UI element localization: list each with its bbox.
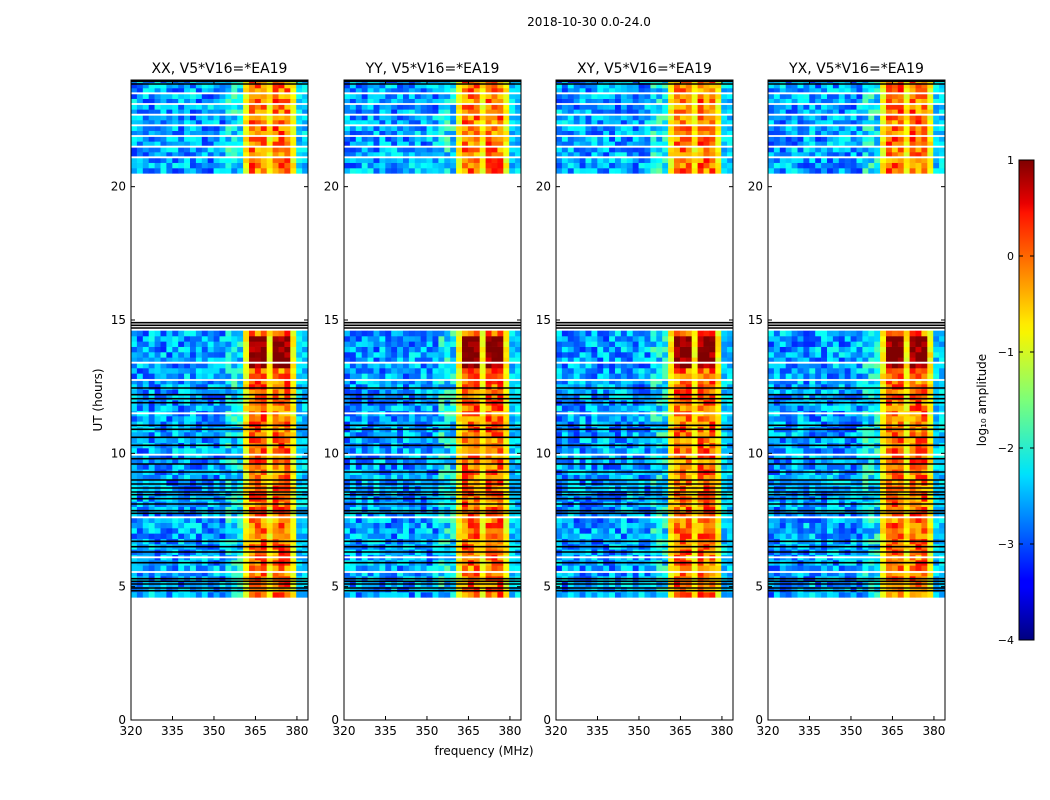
colorbar: 1 0 −1 −2 −3 −4 log₁₀ amplitude [975,154,1035,647]
colorbar-tick-label: 0 [1007,250,1014,263]
x-tick-label: 380 [498,724,521,738]
x-tick-label: 380 [922,724,945,738]
panel-title: YY, V5*V16=*EA19 [365,61,500,77]
panel-title: XX, V5*V16=*EA19 [152,61,288,77]
x-tick-label: 320 [545,724,568,738]
colorbar-label: log₁₀ amplitude [975,354,989,446]
colorbar-tick-label: −3 [998,538,1014,551]
y-tick-label: 15 [536,313,551,327]
x-tick-label: 335 [161,724,184,738]
panel-3: XY, V5*V16=*EA19 320 335 350 365 380 0 5 10 15 20 [536,61,734,738]
colorbar-ticks: 1 0 −1 −2 −3 −4 [998,154,1034,647]
y-tick-label: 20 [536,180,551,194]
x-tick-label: 380 [285,724,308,738]
colorbar-tick-label: 1 [1007,154,1014,167]
colorbar-tick-label: −4 [998,634,1014,647]
x-tick-label: 350 [840,724,863,738]
panel-4: YX, V5*V16=*EA19 320 335 350 365 380 0 5 10 15 20 [748,61,946,738]
panel-title: XY, V5*V16=*EA19 [577,61,712,77]
x-tick-label: 365 [669,724,692,738]
panel-2: YY, V5*V16=*EA19 320 335 350 365 380 0 5 10 15 20 [324,61,522,738]
y-tick-label: 5 [543,580,551,594]
x-tick-label: 350 [628,724,651,738]
y-tick-label: 10 [748,446,763,460]
y-tick-label: 0 [118,713,126,727]
y-tick-label: 10 [536,446,551,460]
panel-title: YX, V5*V16=*EA19 [788,61,924,77]
y-tick-label: 10 [111,446,126,460]
colorbar-tick-label: −1 [998,346,1014,359]
x-tick-label: 350 [416,724,439,738]
y-tick-label: 5 [118,580,126,594]
y-tick-label: 0 [755,713,763,727]
y-tick-label: 20 [748,180,763,194]
y-axis-label: UT (hours) [91,368,105,431]
x-tick-label: 320 [120,724,143,738]
x-axis-label: frequency (MHz) [434,744,533,758]
y-tick-label: 0 [543,713,551,727]
y-tick-label: 0 [331,713,339,727]
y-tick-label: 5 [331,580,339,594]
x-tick-label: 365 [244,724,267,738]
y-tick-label: 20 [111,180,126,194]
x-tick-label: 365 [881,724,904,738]
x-tick-label: 335 [798,724,821,738]
y-tick-label: 5 [755,580,763,594]
panel-1: XX, V5*V16=*EA19 320 335 350 365 380 0 5 10 15 20 [111,61,309,738]
plot-frame [130,79,309,721]
x-tick-label: 350 [203,724,226,738]
y-tick-label: 15 [324,313,339,327]
x-tick-label: 335 [374,724,397,738]
figure-suptitle: 2018-10-30 0.0-24.0 [527,15,651,29]
x-tick-label: 335 [586,724,609,738]
colorbar-gradient [1018,159,1035,641]
x-tick-label: 320 [333,724,356,738]
plot-frame [767,79,946,721]
plot-frame [555,79,734,721]
y-tick-label: 20 [324,180,339,194]
y-tick-label: 15 [111,313,126,327]
y-tick-label: 10 [324,446,339,460]
x-tick-label: 365 [457,724,480,738]
colorbar-tick-label: −2 [998,442,1014,455]
y-tick-label: 15 [748,313,763,327]
x-tick-label: 320 [757,724,780,738]
x-tick-label: 380 [710,724,733,738]
plot-frame [343,79,522,721]
